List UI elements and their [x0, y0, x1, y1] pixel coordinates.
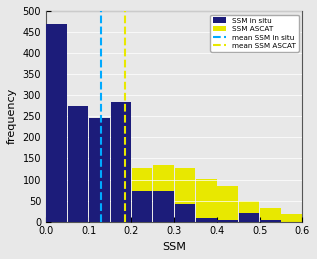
Bar: [303, 219, 317, 222]
mean SSM ASCAT: [123, 220, 127, 223]
mean SSM in situ: [99, 220, 103, 223]
Bar: [196, 218, 217, 222]
Bar: [153, 191, 174, 222]
Bar: [89, 118, 110, 222]
Y-axis label: frequency: frequency: [7, 88, 17, 145]
Bar: [217, 220, 238, 222]
mean SSM ASCAT: [123, 220, 127, 223]
Bar: [196, 179, 217, 222]
Bar: [111, 102, 131, 222]
Bar: [132, 168, 152, 222]
Bar: [260, 220, 281, 222]
Bar: [260, 208, 281, 222]
Bar: [217, 186, 238, 222]
Bar: [239, 200, 259, 222]
Bar: [89, 153, 110, 222]
Bar: [132, 191, 152, 222]
Bar: [175, 204, 195, 222]
Bar: [239, 213, 259, 222]
Bar: [46, 24, 67, 222]
Legend: SSM in situ, SSM ASCAT, mean SSM in situ, mean SSM ASCAT: SSM in situ, SSM ASCAT, mean SSM in situ…: [210, 15, 299, 52]
Bar: [68, 106, 88, 222]
Bar: [153, 165, 174, 222]
Bar: [111, 157, 131, 222]
Bar: [68, 130, 88, 222]
Bar: [46, 146, 67, 222]
Bar: [281, 214, 302, 222]
Bar: [175, 168, 195, 222]
X-axis label: SSM: SSM: [162, 242, 186, 252]
mean SSM in situ: [99, 220, 103, 223]
